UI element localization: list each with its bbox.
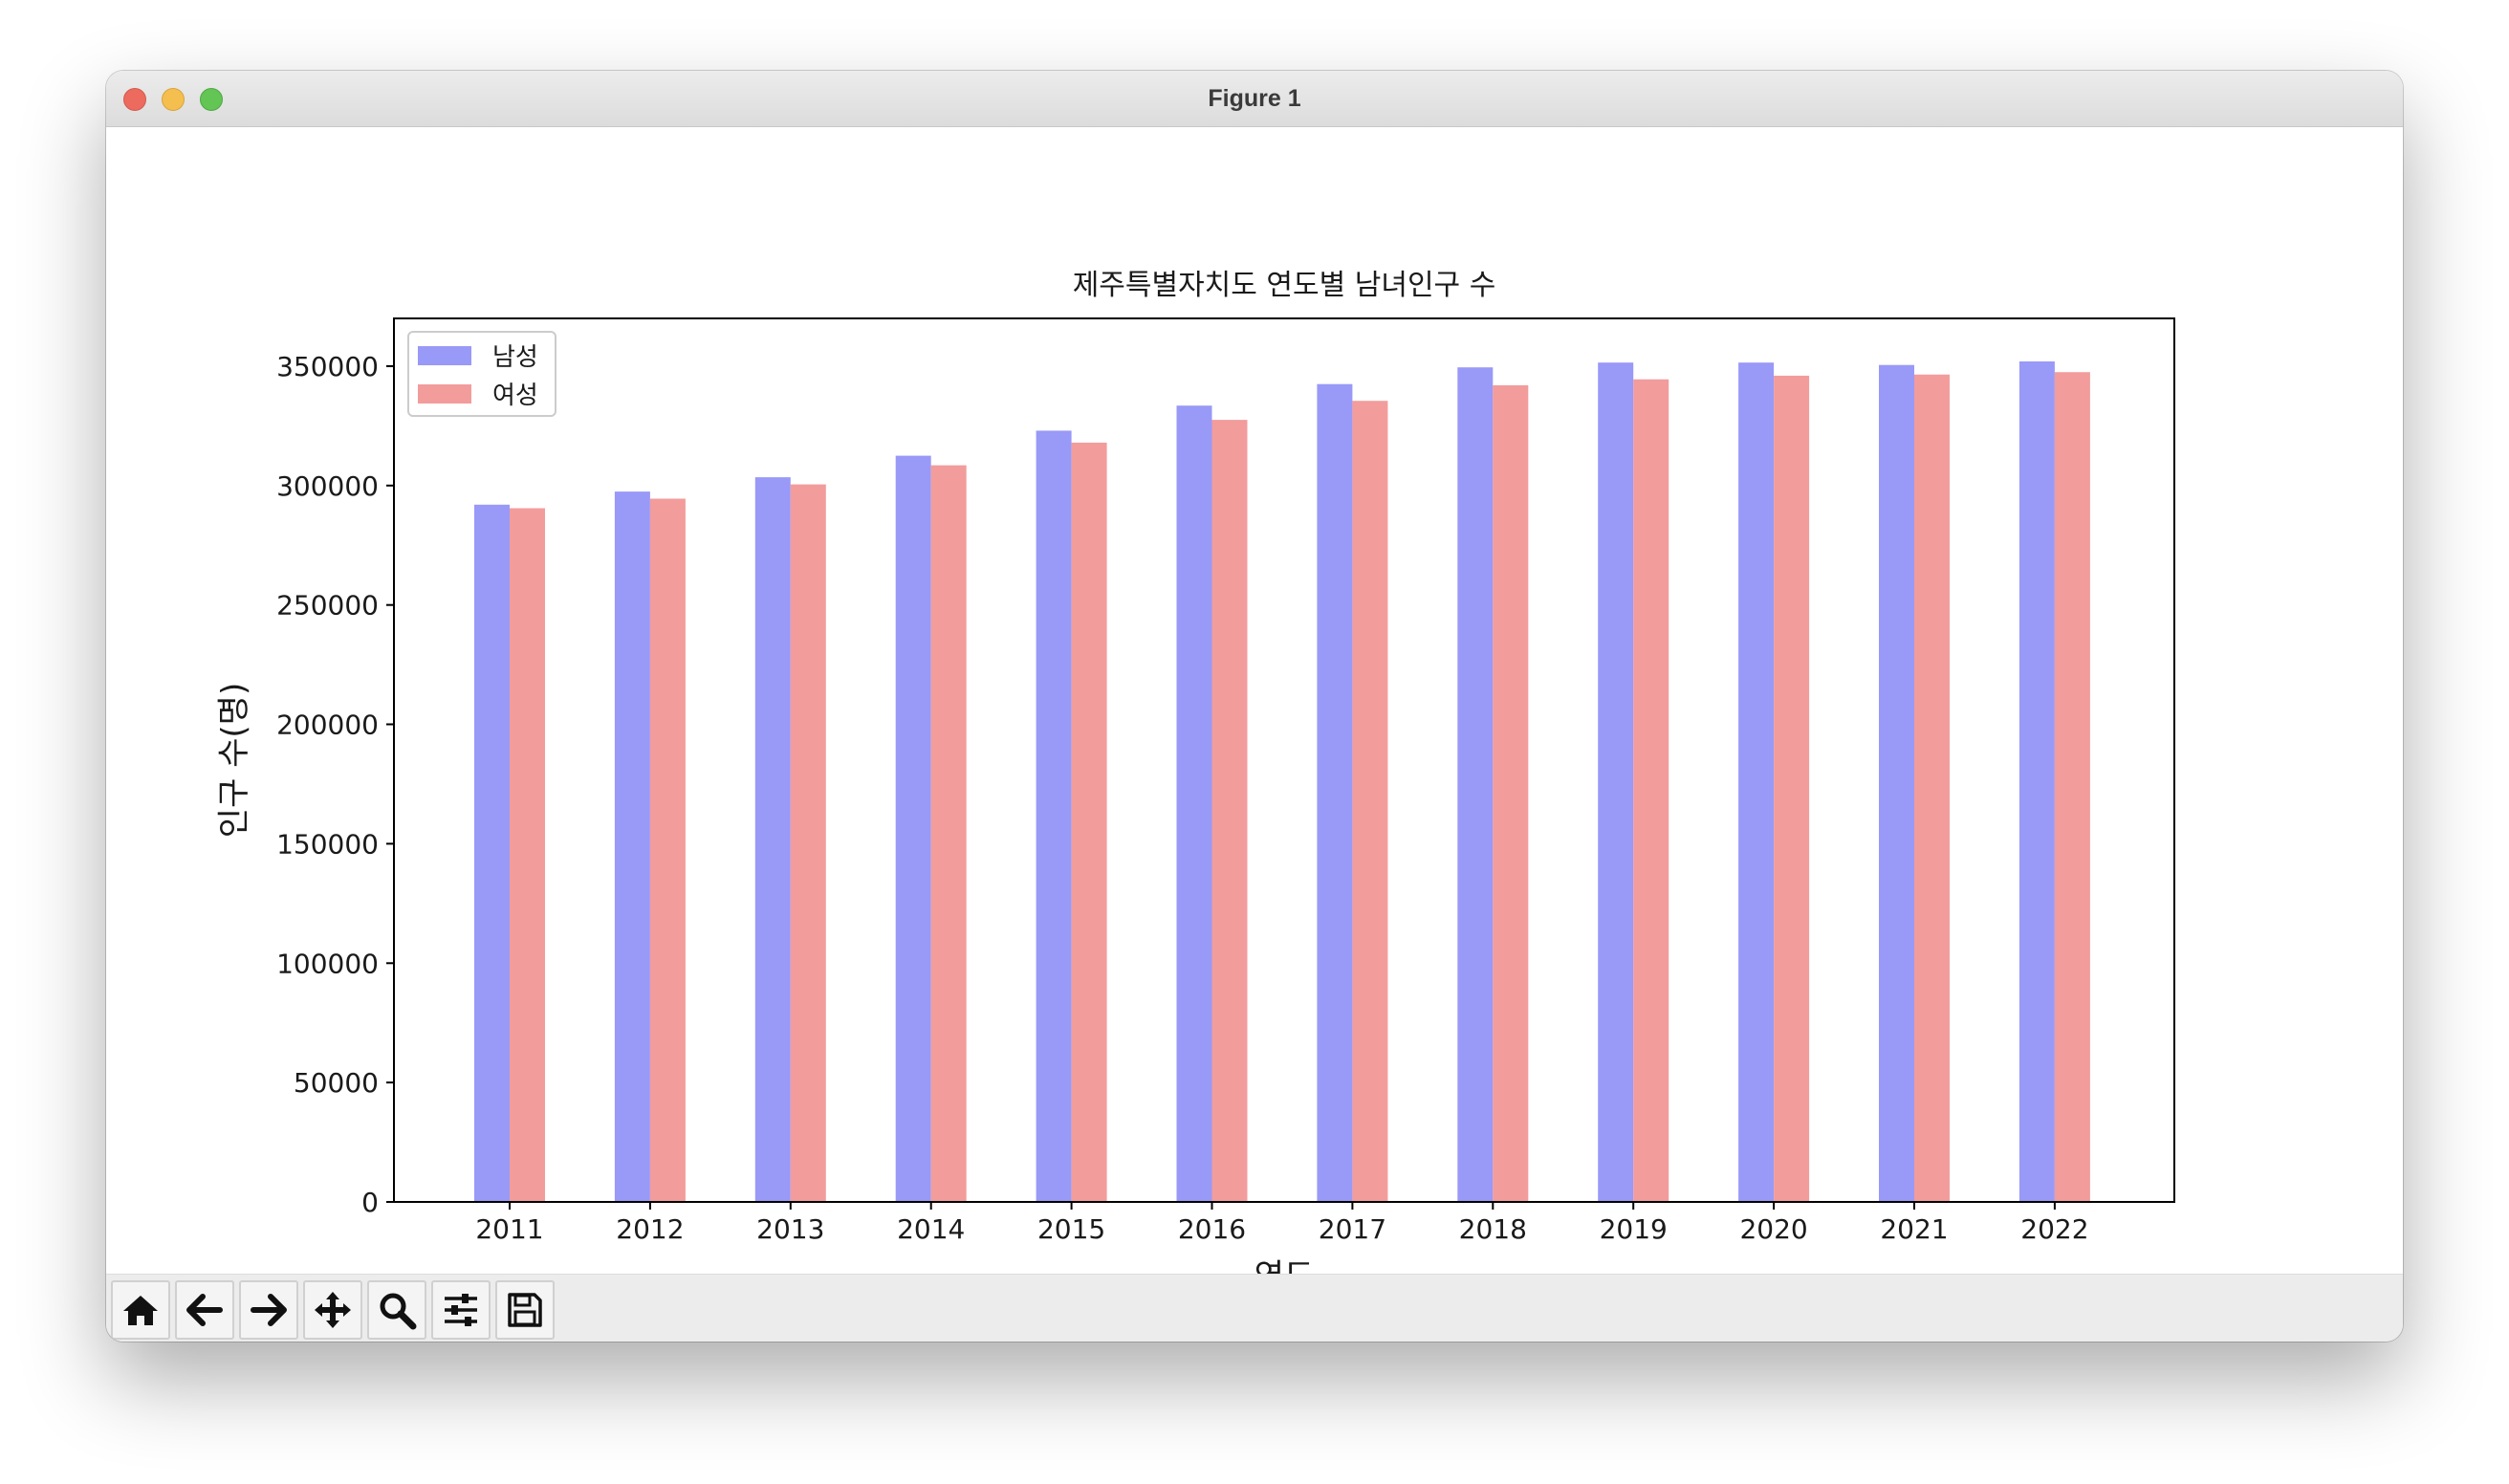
bar-male-2012 bbox=[614, 491, 650, 1202]
bar-male-2014 bbox=[895, 455, 931, 1203]
forward-arrow-icon bbox=[251, 1294, 287, 1326]
figure-window: Figure 1 제주특별자치도 연도별 남녀인구 수 0 50000 100000… bbox=[106, 71, 2403, 1342]
legend-swatch-male bbox=[418, 346, 471, 365]
x-tick-label: 2015 bbox=[1037, 1213, 1105, 1245]
window-title: Figure 1 bbox=[1208, 85, 1301, 112]
minimize-window-button[interactable] bbox=[162, 88, 185, 111]
figure-canvas[interactable]: 제주특별자치도 연도별 남녀인구 수 0 50000 100000 150000 200… bbox=[106, 127, 2403, 1275]
y-tick-label: 0 bbox=[361, 1187, 379, 1218]
x-tick-label: 2011 bbox=[475, 1213, 543, 1245]
y-tick-label: 300000 bbox=[276, 470, 379, 502]
x-tick-label: 2012 bbox=[616, 1213, 684, 1245]
bar-female-2014 bbox=[930, 465, 967, 1203]
bar-male-2022 bbox=[2018, 361, 2055, 1202]
plot-frame bbox=[393, 317, 2175, 1203]
pan-move-icon bbox=[315, 1292, 351, 1328]
save-floppy-icon bbox=[508, 1293, 542, 1327]
y-tick-label: 150000 bbox=[276, 828, 379, 860]
save-button[interactable] bbox=[495, 1280, 555, 1340]
bar-female-2011 bbox=[510, 508, 545, 1202]
x-axis-label: 연도 bbox=[1254, 1257, 1315, 1275]
forward-button[interactable] bbox=[239, 1280, 298, 1340]
navigation-toolbar bbox=[106, 1274, 2403, 1342]
configure-subplots-icon bbox=[445, 1294, 477, 1326]
bar-male-2019 bbox=[1598, 362, 1634, 1202]
x-tick-label: 2020 bbox=[1739, 1213, 1807, 1245]
maximize-window-button[interactable] bbox=[200, 88, 223, 111]
bar-male-2011 bbox=[474, 504, 510, 1202]
bar-male-2021 bbox=[1879, 364, 1914, 1202]
chart-title: 제주특별자치도 연도별 남녀인구 수 bbox=[1073, 269, 1496, 302]
x-axis-ticks: 2011 2012 2013 2014 2015 2016 2017 2018 2019 2020… bbox=[475, 1202, 2089, 1245]
legend-label-male: 남성 bbox=[492, 343, 538, 372]
bar-male-2018 bbox=[1457, 367, 1494, 1202]
bar-chart: 제주특별자치도 연도별 남녀인구 수 0 50000 100000 150000 200… bbox=[215, 269, 2175, 1275]
bar-female-2013 bbox=[790, 484, 826, 1203]
home-button[interactable] bbox=[111, 1280, 170, 1340]
bar-female-2016 bbox=[1211, 420, 1248, 1203]
x-tick-label: 2017 bbox=[1319, 1213, 1386, 1245]
bar-female-2022 bbox=[2054, 372, 2090, 1202]
y-tick-label: 100000 bbox=[276, 948, 379, 979]
y-axis-label: 인구 수(명) bbox=[215, 683, 253, 838]
x-tick-label: 2016 bbox=[1178, 1213, 1246, 1245]
bar-male-2020 bbox=[1738, 362, 1775, 1202]
bar-male-2016 bbox=[1176, 405, 1212, 1202]
x-tick-label: 2014 bbox=[897, 1213, 965, 1245]
back-arrow-icon bbox=[186, 1294, 223, 1326]
legend-swatch-female bbox=[418, 384, 471, 404]
x-tick-label: 2019 bbox=[1600, 1213, 1668, 1245]
x-tick-label: 2021 bbox=[1880, 1213, 1948, 1245]
y-tick-label: 200000 bbox=[276, 709, 379, 741]
pan-button[interactable] bbox=[303, 1280, 362, 1340]
bar-female-2020 bbox=[1774, 375, 1810, 1202]
x-tick-label: 2013 bbox=[756, 1213, 824, 1245]
bar-female-2019 bbox=[1633, 379, 1669, 1202]
y-tick-label: 250000 bbox=[276, 590, 379, 622]
bar-male-2013 bbox=[754, 477, 791, 1203]
zoom-magnifier-icon bbox=[380, 1293, 417, 1330]
y-axis-ticks: 0 50000 100000 150000 200000 250000 300000 3500… bbox=[276, 351, 394, 1218]
y-tick-label: 50000 bbox=[294, 1067, 379, 1099]
x-tick-label: 2022 bbox=[2020, 1213, 2088, 1245]
bar-male-2015 bbox=[1036, 430, 1072, 1202]
x-tick-label: 2018 bbox=[1459, 1213, 1527, 1245]
back-button[interactable] bbox=[175, 1280, 234, 1340]
bar-female-2012 bbox=[649, 498, 686, 1202]
legend: 남성 여성 bbox=[407, 331, 556, 417]
y-tick-label: 350000 bbox=[276, 351, 379, 382]
bar-female-2021 bbox=[1914, 374, 1950, 1202]
bar-female-2018 bbox=[1493, 384, 1529, 1202]
home-icon bbox=[123, 1296, 158, 1325]
bars-layer bbox=[474, 361, 2090, 1203]
configure-subplots-button[interactable] bbox=[431, 1280, 491, 1340]
title-bar[interactable]: Figure 1 bbox=[106, 71, 2403, 127]
close-window-button[interactable] bbox=[123, 88, 146, 111]
bar-female-2015 bbox=[1071, 442, 1107, 1202]
bar-female-2017 bbox=[1352, 401, 1388, 1202]
legend-label-female: 여성 bbox=[492, 382, 538, 410]
zoom-button[interactable] bbox=[367, 1280, 426, 1340]
bar-male-2017 bbox=[1317, 383, 1353, 1202]
